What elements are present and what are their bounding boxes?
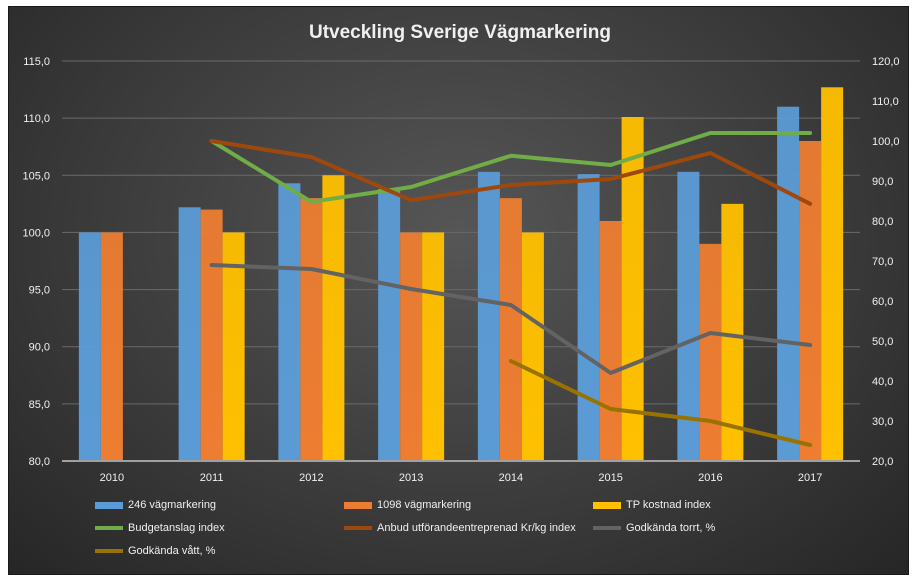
- bar-tp-kostnad-index: [521, 232, 544, 461]
- x-tick-label: 2012: [299, 472, 323, 484]
- bar-tp-kostnad-index: [322, 175, 345, 462]
- bar-246-v-gmarkering: [78, 232, 101, 461]
- bar-246-v-gmarkering: [378, 189, 401, 461]
- bar-1098-v-gmarkering: [100, 232, 123, 461]
- x-tick-label: 2015: [598, 472, 622, 484]
- lines: [209, 131, 813, 447]
- bar-246-v-gmarkering: [278, 183, 301, 462]
- bar-tp-kostnad-index: [422, 232, 445, 461]
- bar-1098-v-gmarkering: [300, 198, 323, 461]
- bar-1098-v-gmarkering: [599, 221, 622, 461]
- left-tick-label: 95,0: [29, 285, 50, 297]
- bar-246-v-gmarkering: [777, 106, 800, 461]
- right-tick-label: 120,0: [872, 56, 900, 68]
- x-tick-label: 2014: [499, 472, 523, 484]
- chart-frame: [8, 6, 909, 575]
- bar-tp-kostnad-index: [821, 87, 844, 462]
- line-godk-nda-v-tt-: [508, 359, 813, 447]
- bar-1098-v-gmarkering: [200, 209, 223, 461]
- bar-tp-kostnad-index: [621, 117, 644, 461]
- bar-246-v-gmarkering: [677, 171, 700, 461]
- left-tick-label: 105,0: [22, 170, 50, 182]
- chart-title: Utveckling Sverige Vägmarkering: [309, 22, 611, 43]
- left-tick-label: 110,0: [23, 113, 50, 125]
- right-tick-label: 60,0: [872, 296, 893, 308]
- bar-tp-kostnad-index: [222, 232, 245, 461]
- bar-1098-v-gmarkering: [499, 198, 522, 461]
- left-tick-label: 115,0: [23, 56, 50, 68]
- bar-1098-v-gmarkering: [799, 141, 822, 461]
- right-tick-label: 40,0: [872, 376, 893, 388]
- bar-246-v-gmarkering: [477, 171, 500, 461]
- x-tick-label: 2016: [698, 472, 722, 484]
- axes: 80,0 85,0 90,0 95,0 100,0 105,0 110,0 115,0 20,0…: [22, 56, 899, 484]
- bar-1098-v-gmarkering: [400, 232, 423, 461]
- bar-246-v-gmarkering: [178, 207, 201, 461]
- left-tick-label: 80,0: [29, 456, 50, 468]
- x-tick-label: 2011: [200, 472, 224, 484]
- right-tick-label: 50,0: [872, 336, 893, 348]
- right-tick-label: 100,0: [872, 136, 900, 148]
- x-tick-label: 2013: [399, 472, 423, 484]
- left-tick-label: 90,0: [29, 342, 50, 354]
- left-tick-label: 85,0: [29, 399, 50, 411]
- left-tick-label: 100,0: [22, 227, 50, 239]
- bar-tp-kostnad-index: [721, 203, 744, 461]
- x-tick-label: 2017: [798, 472, 822, 484]
- right-tick-label: 70,0: [872, 256, 893, 268]
- bars: [78, 87, 844, 462]
- line-budgetanslag-index: [209, 131, 813, 204]
- bar-246-v-gmarkering: [577, 174, 600, 461]
- right-tick-label: 80,0: [872, 216, 893, 228]
- line-godk-nda-torrt-: [209, 263, 813, 375]
- bar-1098-v-gmarkering: [699, 243, 722, 461]
- line-anbud-utf-randeentreprenad-kr-kg-index: [209, 139, 813, 206]
- right-tick-label: 20,0: [872, 456, 893, 468]
- x-tick-label: 2010: [100, 472, 124, 484]
- right-tick-label: 30,0: [872, 416, 893, 428]
- right-tick-label: 110,0: [872, 96, 899, 108]
- right-tick-label: 90,0: [872, 176, 893, 188]
